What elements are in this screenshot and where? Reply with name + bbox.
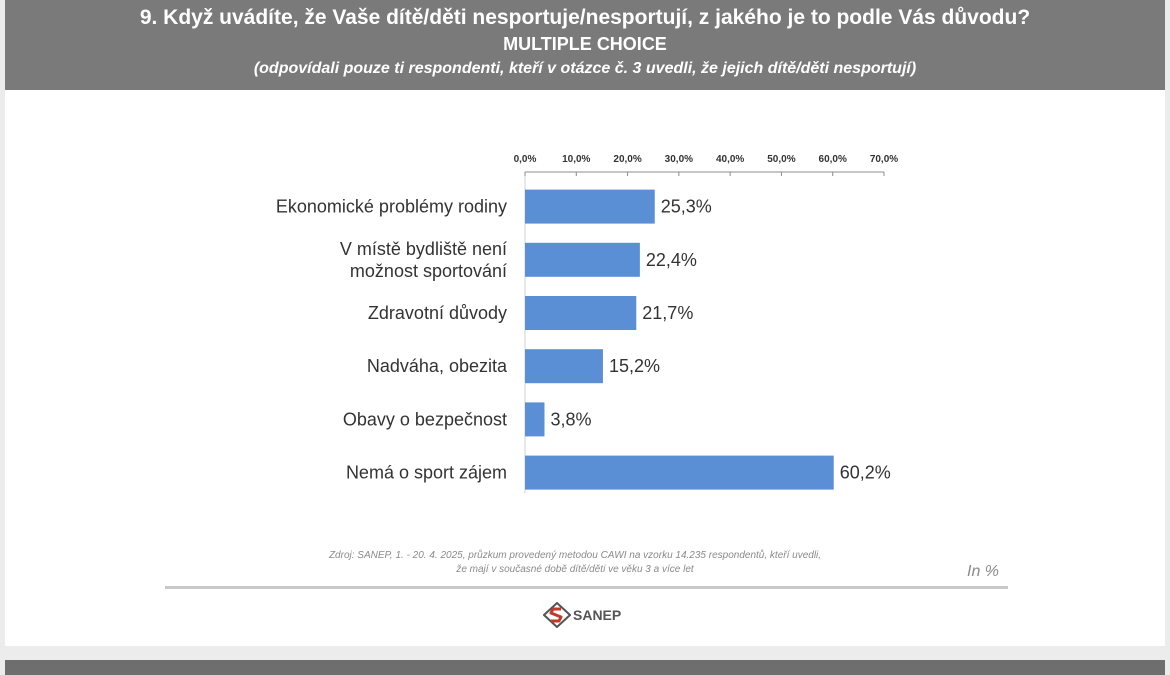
slide: 9. Když uvádíte, že Vaše dítě/děti nespo… bbox=[5, 0, 1165, 646]
category-label: V místě bydliště není možnost sportování bbox=[340, 239, 507, 281]
x-tick-label: 70,0% bbox=[870, 154, 898, 165]
bar-chart: 0,0% 10,0% 20,0% 30,0% 40,0% 50,0% 60,0% 70,0% 2… bbox=[276, 154, 898, 494]
bar-value-label: 15,2% bbox=[609, 356, 660, 376]
x-tick-label: 0,0% bbox=[514, 154, 537, 165]
question-subtitle: MULTIPLE CHOICE bbox=[503, 34, 667, 54]
bar-value-label: 25,3% bbox=[661, 197, 712, 217]
source-line-1: Zdroj: SANEP, 1. - 20. 4. 2025, průzkum … bbox=[328, 550, 822, 561]
bar bbox=[525, 242, 640, 277]
bar bbox=[525, 349, 603, 384]
x-tick-label: 20,0% bbox=[613, 154, 641, 165]
bar-value-label: 21,7% bbox=[642, 303, 693, 323]
source-line-2: že mají v současné době dítě/děti ve věk… bbox=[456, 564, 694, 575]
x-tick-label: 40,0% bbox=[716, 154, 744, 165]
bar bbox=[525, 189, 655, 224]
bar bbox=[525, 296, 637, 330]
source-note: Zdroj: SANEP, 1. - 20. 4. 2025, průzkum … bbox=[185, 549, 965, 577]
category-label: Nadváha, obezita bbox=[367, 356, 508, 376]
x-tick-label: 50,0% bbox=[767, 154, 795, 165]
category-label-line: Zdravotní důvody bbox=[368, 303, 507, 323]
category-label: Ekonomické problémy rodiny bbox=[276, 197, 507, 217]
bar-value-label: 22,4% bbox=[646, 250, 697, 270]
category-label-line: Ekonomické problémy rodiny bbox=[276, 197, 507, 217]
bar bbox=[525, 455, 834, 490]
category-label: Zdravotní důvody bbox=[368, 303, 507, 323]
category-label-line: možnost sportování bbox=[350, 261, 507, 281]
bar-value-label: 60,2% bbox=[840, 463, 891, 483]
header-banner: 9. Když uvádíte, že Vaše dítě/děti nespo… bbox=[5, 0, 1165, 90]
category-label-line: Nadváha, obezita bbox=[367, 356, 508, 376]
category-label-line: V místě bydliště není bbox=[340, 239, 507, 259]
footer-divider bbox=[165, 586, 1008, 589]
sanep-logo: SANEP bbox=[543, 602, 621, 628]
x-tick-label: 10,0% bbox=[562, 154, 590, 165]
bar-value-label: 3,8% bbox=[550, 409, 591, 429]
x-tick-label: 30,0% bbox=[665, 154, 693, 165]
category-label-line: Nemá o sport zájem bbox=[346, 463, 507, 483]
unit-label: In % bbox=[967, 563, 1000, 580]
question-title: 9. Když uvádíte, že Vaše dítě/děti nespo… bbox=[139, 6, 1031, 29]
category-label-line: Obavy o bezpečnost bbox=[343, 409, 507, 429]
bar bbox=[525, 402, 545, 437]
next-slide-header bbox=[5, 660, 1165, 675]
sanep-logo-icon bbox=[543, 602, 571, 628]
x-tick-label: 60,0% bbox=[819, 154, 847, 165]
question-note: (odpovídali pouze ti respondenti, kteří … bbox=[253, 60, 917, 77]
category-label: Nemá o sport zájem bbox=[346, 463, 507, 483]
category-label: Obavy o bezpečnost bbox=[343, 409, 507, 429]
logo-text: SANEP bbox=[573, 607, 622, 623]
